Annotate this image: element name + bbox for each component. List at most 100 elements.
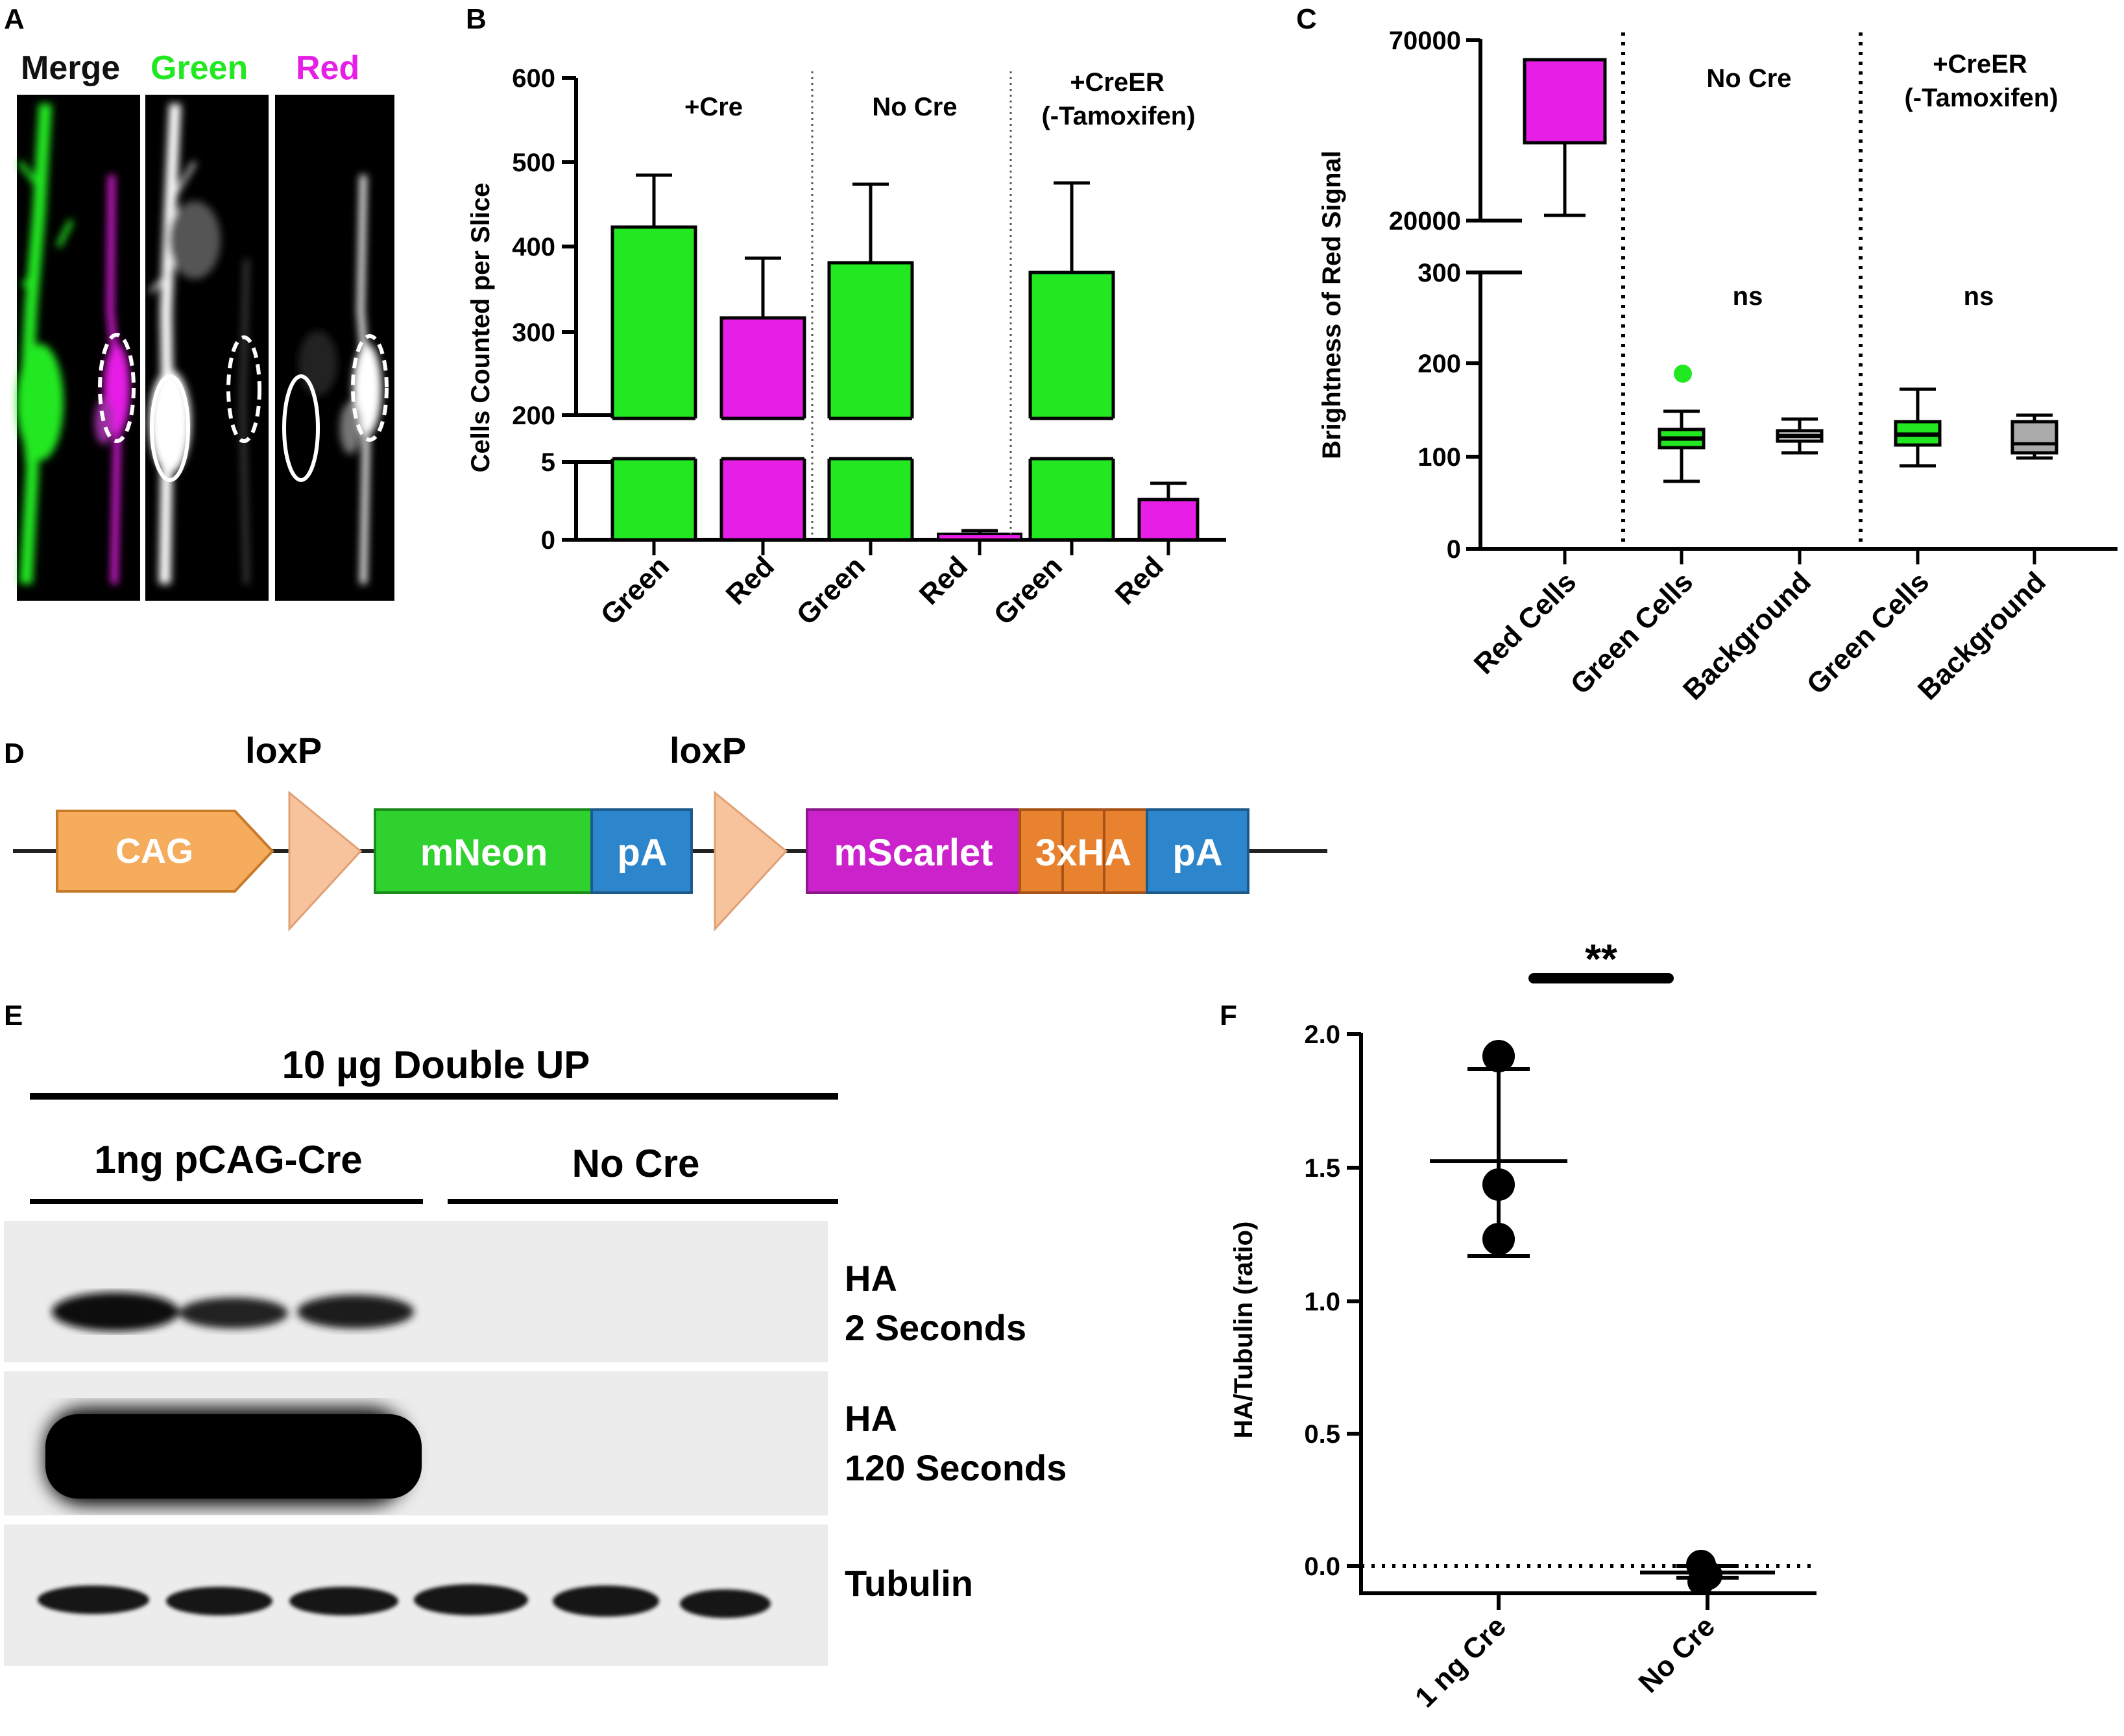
mscarlet-label: mScarlet <box>834 832 993 874</box>
blot-label-2a: HA <box>845 1398 897 1439</box>
f-point-3 <box>1482 1223 1515 1255</box>
panel-c-ylabel: Brightness of Red Signal <box>1318 151 1346 459</box>
panel-b-letter: B <box>466 3 487 35</box>
c-tick-20000: 20000 <box>1389 207 1461 235</box>
panel-b-xlabels: Green Red Green Red Green Red <box>594 550 1170 631</box>
panel-b-dividers <box>811 71 1012 537</box>
b-tick-200: 200 <box>512 402 555 430</box>
f-point-1 <box>1482 1040 1515 1072</box>
mneon-label: mNeon <box>420 832 548 874</box>
b-bar-nocre-red <box>937 533 1022 541</box>
b-bar-cre-green <box>610 225 697 542</box>
f-xlabel-1: 1 ng Cre <box>1409 1610 1512 1713</box>
c-tick-70000: 70000 <box>1389 27 1461 55</box>
blot-ha-120s <box>4 1371 828 1515</box>
panel-b-bars <box>577 225 1226 542</box>
panel-d: D loxP loxP CAG mNeon pA mScarlet 3xHA <box>4 730 1327 932</box>
blot-label-2b: 120 Seconds <box>845 1447 1067 1488</box>
f-point-2 <box>1482 1168 1515 1201</box>
blot-tubulin <box>4 1525 828 1666</box>
b-tick-600: 600 <box>512 64 555 93</box>
blot-ha-2s <box>4 1221 828 1362</box>
loxp-label-1: loxP <box>245 730 322 771</box>
panel-c-letter: C <box>1296 3 1317 35</box>
3xha-element: 3xHA <box>1019 808 1148 894</box>
panel-f-ylabel: HA/Tubulin (ratio) <box>1229 1222 1258 1439</box>
c-group-nocre: No Cre <box>1706 64 1791 93</box>
b-xlabel-1: Green <box>594 550 675 631</box>
c-tick-100: 100 <box>1418 443 1461 472</box>
f-tick-1: 1.0 <box>1304 1288 1340 1316</box>
panel-b-errorbars <box>636 173 1187 534</box>
blot-group-right: No Cre <box>572 1142 700 1185</box>
panel-c-group-labels: No Cre +CreER (-Tamoxifen) ns ns <box>1706 50 2058 311</box>
f-tick-0-5: 0.5 <box>1304 1420 1340 1449</box>
f-group-2 <box>1640 1550 1775 1595</box>
c-box-creer-background <box>2010 420 2058 455</box>
panel-e-letter: E <box>4 1000 23 1031</box>
b-xlabel-3: Green <box>790 550 871 631</box>
3xha-label: 3xHA <box>1035 832 1131 874</box>
loxp-site-2 <box>714 790 788 932</box>
panel-b-ticks: 600 500 400 300 200 5 0 <box>512 64 555 555</box>
panel-c-dividers <box>1621 32 1863 546</box>
panel-c-xlabels: Red Cells Green Cells Background Green C… <box>1468 566 2052 706</box>
red-channel-image <box>275 95 394 601</box>
f-tick-2: 2.0 <box>1304 1020 1340 1049</box>
panel-b-group-labels: +Cre No Cre +CreER (-Tamoxifen) <box>684 68 1196 130</box>
channel-label-green: Green <box>151 49 248 87</box>
f-group-1 <box>1430 1040 1567 1258</box>
loxp-site-1 <box>288 790 363 932</box>
b-tick-400: 400 <box>512 233 555 261</box>
pa-element-2: pA <box>1146 808 1249 894</box>
channel-label-merge: Merge <box>21 49 120 87</box>
pa-label-1: pA <box>617 832 667 874</box>
b-bar-nocre-green <box>827 261 914 542</box>
pa-label-2: pA <box>1172 832 1222 874</box>
c-xlabel-1: Red Cells <box>1468 566 1582 680</box>
b-group-nocre: No Cre <box>872 93 957 121</box>
c-tick-200: 200 <box>1418 350 1461 378</box>
f-tick-1-5: 1.5 <box>1304 1154 1340 1183</box>
panel-b: B Cells Counted per Slice 600 500 400 30… <box>466 3 1226 631</box>
c-xlabel-2: Green Cells <box>1564 566 1699 701</box>
b-xlabel-6: Red <box>1109 550 1170 610</box>
pa-element-1: pA <box>590 808 693 894</box>
c-xlabel-3: Background <box>1677 566 1817 706</box>
b-xlabel-4: Red <box>913 550 974 610</box>
panel-b-ylabel: Cells Counted per Slice <box>466 183 495 473</box>
b-xlabel-2: Red <box>720 550 780 610</box>
loxp-label-2: loxP <box>670 730 746 771</box>
f-significance-label: ** <box>1585 935 1617 982</box>
b-bar-creer-red <box>1137 498 1200 542</box>
b-group-creer: +CreER <box>1070 68 1165 97</box>
f-xlabel-2: No Cre <box>1632 1610 1721 1699</box>
b-tick-500: 500 <box>512 149 555 177</box>
c-ns-2: ns <box>1964 282 1994 311</box>
panel-f-xlabels: 1 ng Cre No Cre <box>1409 1610 1721 1713</box>
panel-f: F HA/Tubulin (ratio) 2.0 1.5 1.0 0.5 0.0 <box>1220 935 1816 1714</box>
panel-f-ticks: 2.0 1.5 1.0 0.5 0.0 <box>1304 1020 1340 1581</box>
panel-c: C Brightness of Red Signal 70000 20000 3… <box>1296 3 2118 706</box>
panel-c-axes <box>1466 38 2118 551</box>
c-outlier <box>1674 365 1692 383</box>
b-group-tamoxifen: (-Tamoxifen) <box>1041 102 1195 130</box>
blot-label-1a: HA <box>845 1258 897 1299</box>
blot-label-3a: Tubulin <box>845 1563 973 1604</box>
c-tick-0: 0 <box>1447 535 1461 564</box>
panel-f-letter: F <box>1220 1000 1237 1031</box>
b-tick-5: 5 <box>541 448 555 477</box>
b-tick-0: 0 <box>541 526 555 555</box>
panel-c-boxes <box>1523 58 2058 483</box>
f-tick-0: 0.0 <box>1304 1552 1340 1581</box>
panel-c-ticks: 70000 20000 300 200 100 0 <box>1389 27 1461 564</box>
mneon-element: mNeon <box>374 808 593 894</box>
blot-header: 10 µg Double UP <box>282 1043 590 1087</box>
cag-promoter: CAG <box>56 810 274 893</box>
c-tick-300: 300 <box>1418 259 1461 287</box>
c-group-creer: +CreER <box>1933 50 2027 78</box>
blot-labels: HA 2 Seconds HA 120 Seconds Tubulin <box>845 1258 1067 1604</box>
panel-a: A Merge Green Red <box>4 3 394 601</box>
blot-label-1b: 2 Seconds <box>845 1307 1026 1348</box>
